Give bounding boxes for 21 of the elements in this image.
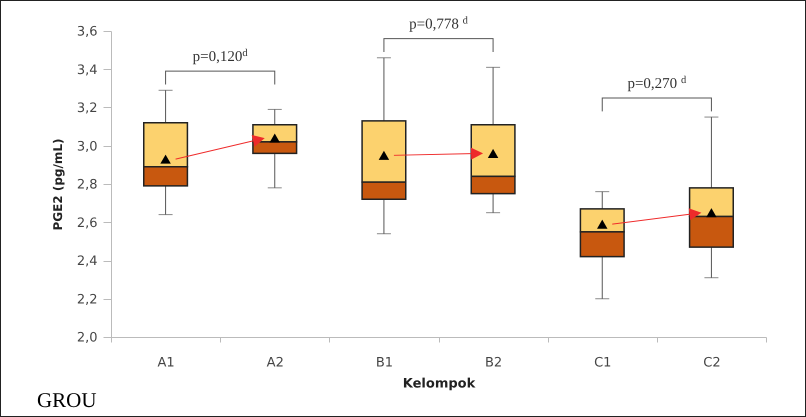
y-tick-label: 2,8 bbox=[76, 178, 98, 192]
text: GROU bbox=[37, 388, 97, 412]
annotation: p=0,270 $^{d}$ bbox=[627, 74, 687, 92]
x-tick-label: B2 bbox=[484, 356, 502, 370]
y-tick-label: 3,6 bbox=[76, 24, 98, 40]
y-tick-label: 3,2 bbox=[76, 101, 98, 116]
x-tick-label: A2 bbox=[266, 356, 284, 370]
y-tick-label: 2,4 bbox=[76, 254, 98, 269]
x-axis-title: Kelompok bbox=[402, 376, 476, 392]
y-tick-label: 3,4 bbox=[76, 62, 98, 78]
y-tick-label: 3,0 bbox=[76, 139, 98, 154]
y-axis-title: PGE2 (pg/mL) bbox=[50, 138, 65, 231]
y-tick-label: 2,6 bbox=[76, 216, 98, 231]
x-tick-label: B1 bbox=[376, 356, 394, 370]
annotation: p=0,120$^{d}$ bbox=[192, 48, 248, 66]
annotation: p=0,778 $^{d}$ bbox=[409, 15, 469, 33]
x-tick-label: C2 bbox=[703, 356, 721, 370]
y-tick-label: 2,2 bbox=[76, 292, 98, 308]
x-tick-label: C1 bbox=[594, 356, 612, 370]
y-tick-label: 2,0 bbox=[76, 330, 98, 346]
x-tick-label: A1 bbox=[157, 356, 175, 370]
